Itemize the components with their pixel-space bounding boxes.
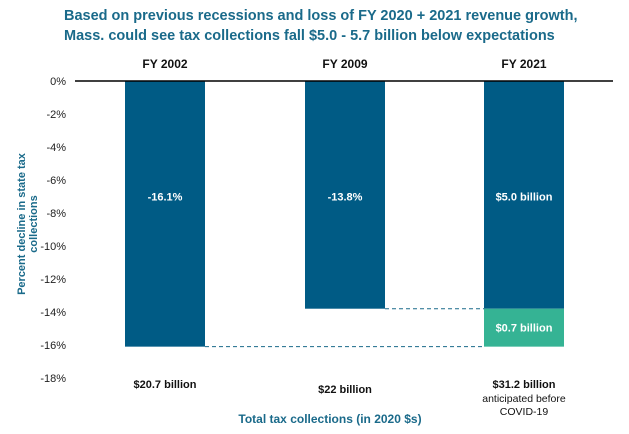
y-tick-label: -12%: [40, 274, 66, 286]
category-footer: $31.2 billion: [493, 379, 556, 391]
chart-title: Based on previous recessions and loss of…: [64, 8, 578, 44]
category-footer-sub: COVID-19: [500, 406, 549, 418]
category-label: FY 2002: [142, 57, 187, 71]
category-footer: $22 billion: [318, 384, 372, 396]
y-tick-label: -8%: [46, 208, 66, 220]
bar-data-label: -13.8%: [328, 192, 363, 204]
y-tick-label: -18%: [40, 373, 66, 385]
category-footer: $20.7 billion: [134, 379, 197, 391]
bar-decline-2: [484, 81, 564, 309]
category-footer-sub: anticipated before: [482, 393, 566, 405]
bar-decline-1: [305, 81, 385, 309]
y-tick-label: -6%: [46, 175, 66, 187]
y-tick-label: 0%: [50, 76, 66, 88]
y-tick-label: -2%: [46, 109, 66, 121]
category-label: FY 2009: [322, 57, 367, 71]
y-tick-label: -10%: [40, 241, 66, 253]
category-label: FY 2021: [501, 57, 546, 71]
bar-additional-2: [484, 308, 564, 347]
y-tick-label: -4%: [46, 142, 66, 154]
bar-data-label: -16.1%: [148, 192, 183, 204]
x-axis-label: Total tax collections (in 2020 $s): [238, 412, 422, 426]
y-tick-label: -16%: [40, 340, 66, 352]
bar-decline-0: [125, 81, 205, 347]
y-tick-label: -14%: [40, 307, 66, 319]
bar-data-label: $5.0 billion: [496, 192, 553, 204]
bar-data-label: $0.7 billion: [496, 323, 553, 335]
